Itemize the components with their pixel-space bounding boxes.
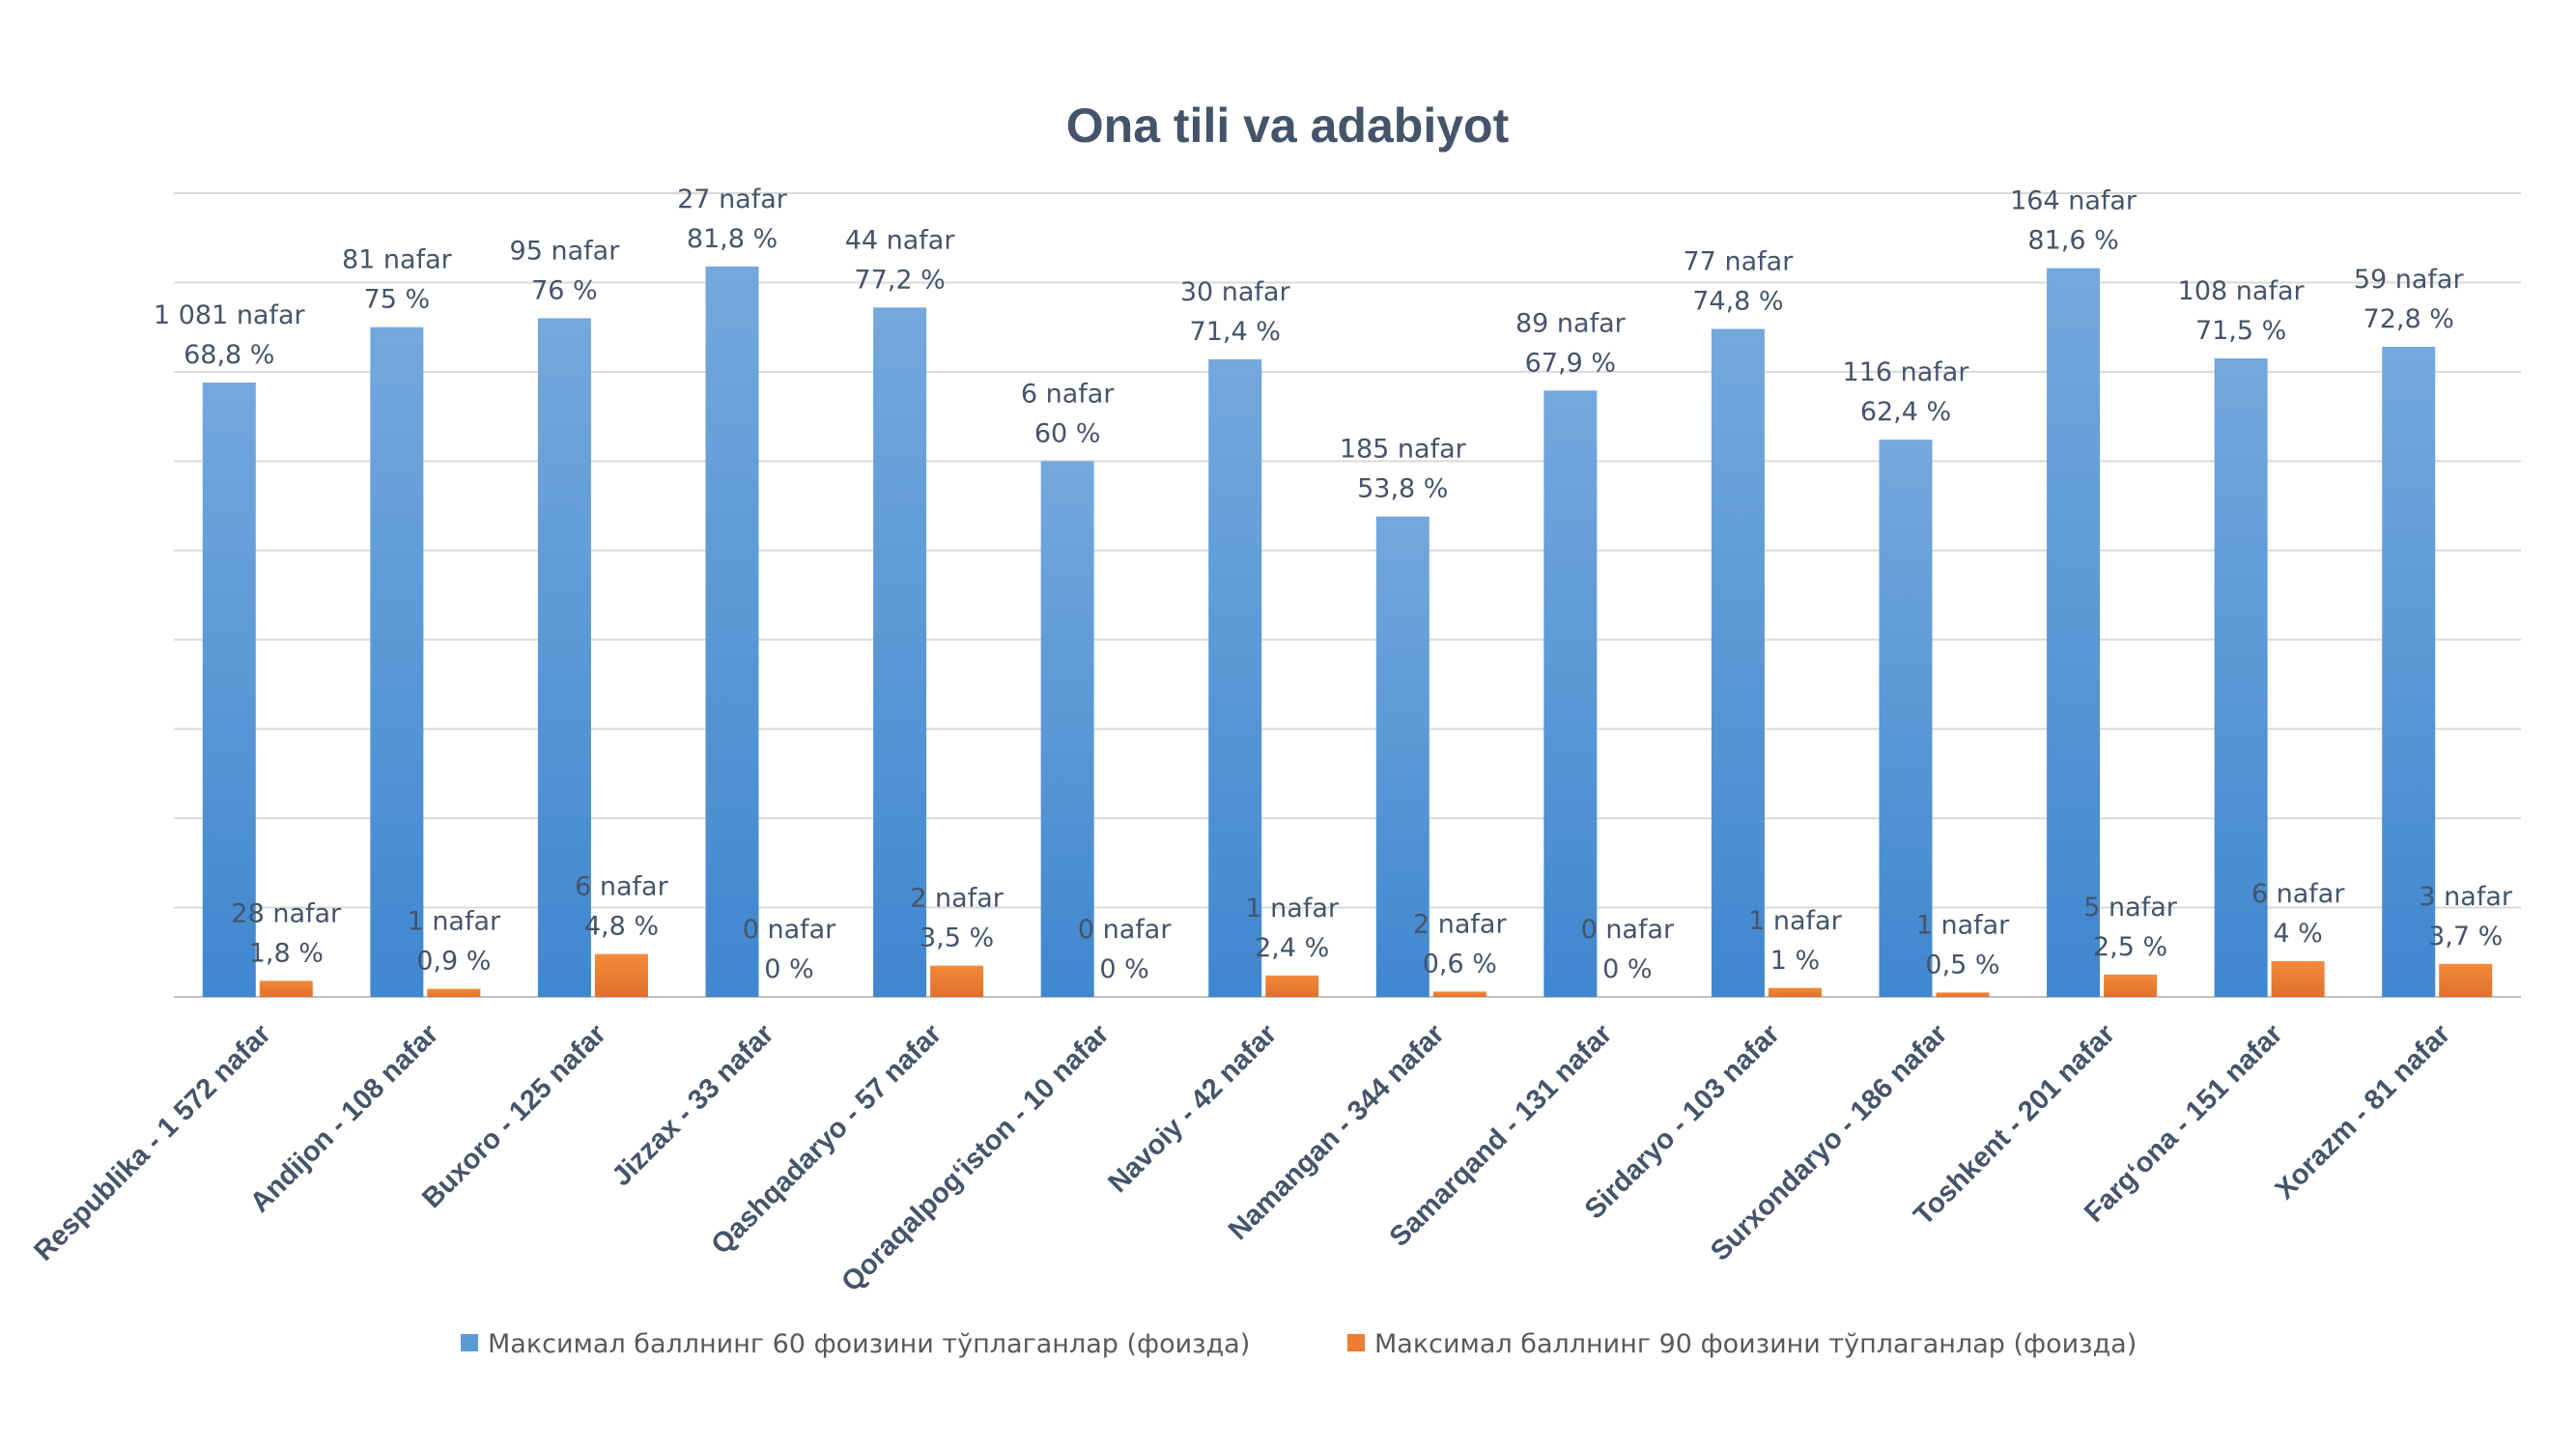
- data-label: 1 nafar: [1748, 906, 1842, 936]
- legend-label-60: Максимал баллнинг 60 фоизини тўплаганлар…: [488, 1329, 1250, 1359]
- x-tick-label: Jizzax - 33 nafar: [607, 1018, 780, 1192]
- x-tick-label: Respublika - 1 572 nafar: [28, 1018, 276, 1266]
- data-label: 77 nafar: [1684, 247, 1795, 277]
- data-label: 0 nafar: [743, 915, 836, 945]
- bar-60-percent: [1375, 516, 1430, 997]
- data-label: 81,6 %: [2027, 226, 2118, 256]
- legend-swatch-90: [1347, 1334, 1365, 1351]
- data-label: 72,8 %: [2364, 304, 2454, 334]
- data-label: 3,5 %: [920, 923, 994, 953]
- bar-90-percent: [2439, 963, 2493, 997]
- bar-90-percent: [2271, 961, 2325, 997]
- bar-60-percent: [1879, 440, 1933, 997]
- data-label: 2 nafar: [910, 884, 1004, 914]
- data-label: 6 nafar: [1021, 379, 1115, 409]
- data-label: 1 081 nafar: [154, 300, 306, 330]
- data-label: 81 nafar: [342, 245, 453, 275]
- x-tick-label: Buxoro - 125 nafar: [416, 1018, 612, 1214]
- data-label: 53,8 %: [1357, 474, 1448, 504]
- bar-60-percent: [1208, 358, 1262, 997]
- bar-90-percent: [259, 980, 313, 997]
- data-label: 30 nafar: [1180, 277, 1291, 307]
- data-label: 1 %: [1770, 946, 1820, 976]
- data-label: 2,4 %: [1255, 933, 1329, 963]
- bar-60-percent: [705, 266, 759, 997]
- bar-60-percent: [1711, 328, 1765, 997]
- data-label: 185 nafar: [1340, 435, 1467, 465]
- x-tick-label: Xorazm - 81 nafar: [2270, 1018, 2457, 1206]
- bar-60-percent: [537, 318, 591, 997]
- chart-title: Ona tili va adabiyot: [1066, 99, 1510, 153]
- data-label: 1 nafar: [1245, 894, 1339, 923]
- data-label: 75 %: [364, 285, 431, 315]
- bar-90-percent: [1265, 975, 1319, 997]
- data-label: 6 nafar: [2251, 879, 2345, 909]
- data-label: 27 nafar: [677, 185, 788, 214]
- data-label: 4 %: [2273, 919, 2322, 949]
- bar-90-percent: [2104, 974, 2158, 997]
- x-tick-label: Navoiy - 42 nafar: [1102, 1018, 1283, 1199]
- bar-90-percent: [594, 953, 648, 997]
- data-label: 164 nafar: [2010, 186, 2137, 216]
- data-label: 2,5 %: [2093, 932, 2167, 962]
- data-label: 44 nafar: [845, 225, 956, 255]
- data-label: 28 nafar: [231, 898, 342, 928]
- data-label: 60 %: [1034, 418, 1101, 448]
- bar-60-percent: [2214, 358, 2268, 997]
- x-tick-label: Qoraqalpog‘iston - 10 nafar: [835, 1018, 1115, 1297]
- data-label: 3,7 %: [2428, 922, 2503, 952]
- data-label: 59 nafar: [2354, 265, 2465, 295]
- data-label: 0,9 %: [416, 947, 491, 977]
- data-label: 71,4 %: [1190, 317, 1281, 347]
- x-tick-label: Andijon - 108 nafar: [244, 1018, 444, 1218]
- data-label: 0 nafar: [1078, 915, 1172, 945]
- bar-90-percent: [427, 988, 481, 997]
- bar-60-percent: [873, 307, 927, 998]
- bar-90-percent: [1936, 992, 1990, 997]
- legend-swatch-60: [461, 1334, 478, 1351]
- data-label: 67,9 %: [1525, 348, 1616, 378]
- bar-90-percent: [930, 965, 984, 997]
- data-label: 89 nafar: [1515, 308, 1627, 338]
- data-label: 1 nafar: [408, 907, 501, 937]
- data-label: 0 nafar: [1581, 915, 1675, 945]
- data-label: 0 %: [764, 954, 813, 984]
- data-label: 3 nafar: [2419, 882, 2512, 912]
- data-label: 6 nafar: [575, 872, 668, 902]
- gridlines: [174, 192, 2521, 998]
- data-label: 62,4 %: [1860, 397, 1951, 427]
- data-label: 5 nafar: [2083, 893, 2177, 923]
- data-label: 116 nafar: [1843, 357, 1970, 387]
- data-labels: 1 081 nafar 68,8 % 28 nafar 1,8 % 81 nafar 75…: [154, 185, 2513, 984]
- data-label: 0,6 %: [1423, 949, 1497, 979]
- data-label: 68,8 %: [184, 340, 274, 370]
- data-label: 2 nafar: [1413, 909, 1507, 939]
- bar-60-percent: [2047, 268, 2101, 997]
- data-label: 0,5 %: [1925, 950, 1999, 980]
- data-label: 1 nafar: [1916, 910, 2010, 940]
- bars: [202, 266, 2493, 998]
- data-label: 71,5 %: [2195, 316, 2286, 346]
- data-label: 76 %: [531, 275, 598, 305]
- bar-60-percent: [1543, 390, 1598, 997]
- data-label: 0 %: [1099, 954, 1148, 984]
- legend: Максимал баллнинг 60 фоизини тўплаганлар…: [461, 1329, 2137, 1359]
- data-label: 0 %: [1602, 954, 1652, 984]
- data-label: 4,8 %: [584, 912, 659, 942]
- bar-90-percent: [1768, 987, 1822, 997]
- bar-60-percent: [1040, 461, 1094, 997]
- data-label: 81,8 %: [687, 224, 778, 254]
- data-label: 95 nafar: [510, 236, 621, 266]
- data-label: 1,8 %: [249, 938, 324, 968]
- bar-90-percent: [1432, 991, 1486, 997]
- legend-label-90: Максимал баллнинг 90 фоизини тўплаганлар…: [1374, 1329, 2137, 1359]
- bar-60-percent: [202, 382, 256, 998]
- data-label: 77,2 %: [854, 265, 945, 295]
- bar-60-percent: [370, 327, 424, 998]
- data-label: 108 nafar: [2178, 276, 2306, 306]
- bar-60-percent: [2382, 347, 2436, 997]
- data-label: 74,8 %: [1692, 287, 1783, 317]
